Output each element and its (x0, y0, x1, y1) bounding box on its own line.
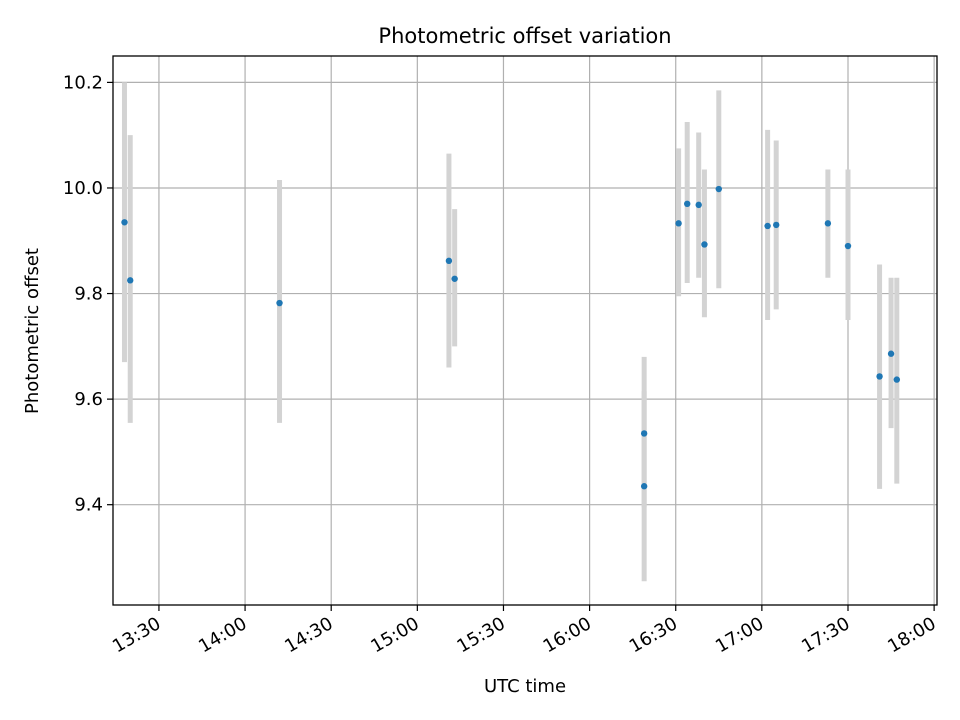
x-tick-label: 15:30 (454, 613, 509, 657)
data-point (684, 200, 691, 208)
x-tick-label: 14:30 (281, 613, 336, 657)
data-point (675, 220, 682, 227)
x-tick-label: 17:00 (712, 613, 767, 657)
data-point (701, 241, 708, 248)
x-tick-label: 13:30 (109, 613, 164, 657)
data-point (640, 430, 648, 437)
x-tick-label: 14:00 (195, 613, 250, 657)
x-tick-label: 17:30 (798, 613, 853, 657)
data-point (640, 483, 648, 490)
x-tick-label: 15:00 (367, 613, 422, 657)
error-bars (121, 82, 900, 582)
plot-frame (112, 55, 938, 606)
x-tick-label: 16:30 (626, 613, 681, 657)
data-point (876, 373, 883, 380)
data-point (451, 275, 458, 282)
chart-title: Photometric offset variation (378, 24, 671, 48)
y-axis: 9.4 9.6 9.8 10.0 10.2 (63, 72, 113, 516)
data-point (121, 219, 128, 226)
y-tick-label: 9.4 (74, 495, 103, 516)
y-tick-label: 10.0 (63, 178, 103, 199)
data-point (127, 277, 134, 284)
y-tick-label: 9.6 (74, 389, 103, 410)
data-point (764, 222, 771, 230)
y-axis-title: Photometric offset (22, 248, 43, 414)
data-point (887, 350, 895, 357)
data-point (844, 242, 852, 250)
x-tick-label: 18:00 (884, 613, 939, 657)
data-point (276, 299, 283, 307)
grid (113, 56, 937, 605)
data-point (824, 220, 832, 227)
data-points (121, 185, 901, 490)
data-point (445, 257, 453, 265)
x-tick-label: 16:00 (540, 613, 595, 657)
data-point (695, 201, 702, 209)
y-tick-label: 10.2 (63, 72, 103, 93)
data-point (773, 221, 780, 229)
y-tick-label: 9.8 (74, 284, 103, 305)
x-axis: 13:30 14:00 14:30 15:00 15:30 16:00 16:30 17:00… (109, 605, 940, 657)
data-point (715, 185, 722, 193)
x-axis-title: UTC time (484, 676, 566, 697)
data-point (893, 376, 901, 383)
